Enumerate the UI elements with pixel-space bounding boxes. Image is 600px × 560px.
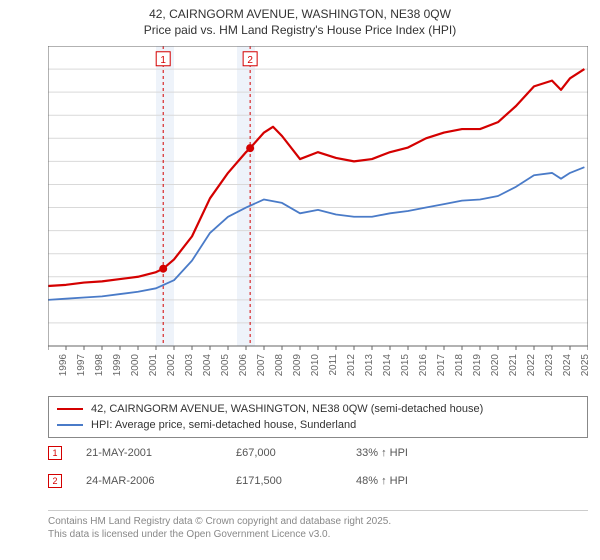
legend-item-hpi: HPI: Average price, semi-detached house,… bbox=[57, 417, 579, 433]
copyright-line-1: Contains HM Land Registry data © Crown c… bbox=[48, 516, 391, 527]
copyright-line-2: This data is licensed under the Open Gov… bbox=[48, 529, 330, 540]
svg-text:1998: 1998 bbox=[94, 354, 105, 377]
svg-text:2022: 2022 bbox=[526, 354, 537, 377]
legend-swatch-hpi bbox=[57, 424, 83, 427]
svg-text:1996: 1996 bbox=[58, 354, 69, 377]
svg-text:2011: 2011 bbox=[328, 354, 339, 376]
sale-date-1: 21-MAY-2001 bbox=[86, 447, 236, 459]
svg-text:2015: 2015 bbox=[400, 354, 411, 377]
legend-label-property: 42, CAIRNGORM AVENUE, WASHINGTON, NE38 0… bbox=[91, 403, 483, 415]
sale-row-2: 2 24-MAR-2006 £171,500 48% ↑ HPI bbox=[48, 474, 588, 488]
sale-price-1: £67,000 bbox=[236, 447, 356, 459]
svg-text:2014: 2014 bbox=[382, 354, 393, 377]
sale-price-2: £171,500 bbox=[236, 475, 356, 487]
legend-item-property: 42, CAIRNGORM AVENUE, WASHINGTON, NE38 0… bbox=[57, 401, 579, 417]
svg-text:2002: 2002 bbox=[166, 354, 177, 377]
title-line-1: 42, CAIRNGORM AVENUE, WASHINGTON, NE38 0… bbox=[149, 7, 451, 21]
svg-text:2021: 2021 bbox=[508, 354, 519, 377]
chart-title: 42, CAIRNGORM AVENUE, WASHINGTON, NE38 0… bbox=[0, 0, 600, 38]
chart-svg: £0£20K£40K£60K£80K£100K£120K£140K£160K£1… bbox=[48, 46, 588, 386]
svg-text:2005: 2005 bbox=[220, 354, 231, 377]
svg-text:1997: 1997 bbox=[76, 354, 87, 377]
svg-text:2020: 2020 bbox=[490, 354, 501, 377]
svg-text:2023: 2023 bbox=[544, 354, 555, 377]
svg-text:2016: 2016 bbox=[418, 354, 429, 377]
svg-text:2018: 2018 bbox=[454, 354, 465, 377]
svg-text:2001: 2001 bbox=[148, 354, 159, 377]
svg-text:2024: 2024 bbox=[562, 354, 573, 377]
svg-text:2017: 2017 bbox=[436, 354, 447, 377]
legend-swatch-property bbox=[57, 408, 83, 411]
svg-text:2000: 2000 bbox=[130, 354, 141, 377]
sale-delta-1: 33% ↑ HPI bbox=[356, 447, 476, 459]
price-chart: £0£20K£40K£60K£80K£100K£120K£140K£160K£1… bbox=[48, 46, 588, 386]
sale-marker-1: 1 bbox=[48, 446, 62, 460]
svg-text:2013: 2013 bbox=[364, 354, 375, 377]
svg-text:2012: 2012 bbox=[346, 354, 357, 377]
svg-text:2010: 2010 bbox=[310, 354, 321, 377]
svg-text:2006: 2006 bbox=[238, 354, 249, 377]
svg-text:2009: 2009 bbox=[292, 354, 303, 377]
svg-text:2004: 2004 bbox=[202, 354, 213, 377]
copyright-notice: Contains HM Land Registry data © Crown c… bbox=[48, 510, 588, 541]
svg-text:2008: 2008 bbox=[274, 354, 285, 377]
svg-text:2025: 2025 bbox=[580, 354, 588, 377]
svg-text:1: 1 bbox=[160, 55, 166, 66]
svg-text:2003: 2003 bbox=[184, 354, 195, 377]
sale-row-1: 1 21-MAY-2001 £67,000 33% ↑ HPI bbox=[48, 446, 588, 460]
sale-delta-2: 48% ↑ HPI bbox=[356, 475, 476, 487]
svg-text:2019: 2019 bbox=[472, 354, 483, 377]
legend: 42, CAIRNGORM AVENUE, WASHINGTON, NE38 0… bbox=[48, 396, 588, 438]
svg-text:2007: 2007 bbox=[256, 354, 267, 377]
legend-label-hpi: HPI: Average price, semi-detached house,… bbox=[91, 419, 356, 431]
svg-text:1999: 1999 bbox=[112, 354, 123, 377]
svg-text:1995: 1995 bbox=[48, 354, 51, 377]
title-line-2: Price paid vs. HM Land Registry's House … bbox=[144, 23, 456, 37]
sale-marker-2: 2 bbox=[48, 474, 62, 488]
sale-date-2: 24-MAR-2006 bbox=[86, 475, 236, 487]
svg-text:2: 2 bbox=[247, 55, 253, 66]
